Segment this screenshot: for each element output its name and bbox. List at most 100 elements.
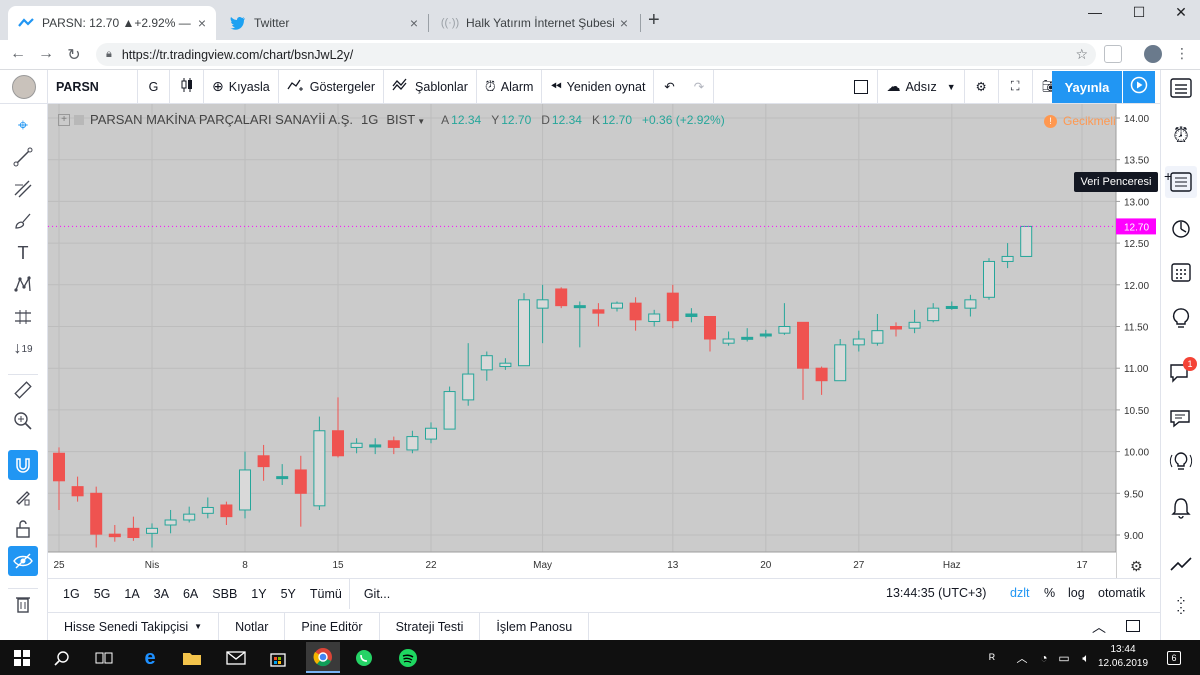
pattern-tool-icon[interactable] [8, 270, 38, 300]
delayed-data-notice[interactable]: ! Gecikmeli [1044, 114, 1116, 128]
tab-notes[interactable]: Notlar [219, 612, 286, 641]
candle-body[interactable] [53, 452, 65, 482]
candle-body[interactable] [518, 299, 530, 367]
dots-grid-icon[interactable]: ⁘ ⁘ [1175, 593, 1187, 619]
templates-button[interactable]: Şablonlar [384, 69, 477, 104]
goto-date-button[interactable]: Git... [363, 586, 391, 601]
close-tab-icon[interactable]: × [409, 15, 418, 31]
trash-icon[interactable] [8, 588, 38, 618]
whatsapp-icon[interactable] [350, 644, 378, 672]
people-icon[interactable]: ᴿ [989, 650, 995, 666]
zoom-in-icon[interactable] [8, 406, 38, 436]
candle-body[interactable] [890, 326, 902, 330]
close-tab-icon[interactable]: × [197, 15, 206, 31]
text-tool-icon[interactable]: T [17, 242, 29, 263]
symbol-search-button[interactable]: PARSN [48, 69, 138, 104]
notification-bell-icon[interactable] [1165, 492, 1197, 524]
browser-menu-icon[interactable]: ⋮ [1175, 45, 1189, 61]
adjust-toggle[interactable]: dzlt [1010, 586, 1030, 600]
candle-body[interactable] [573, 305, 586, 309]
candle-body[interactable] [425, 427, 437, 440]
candle-body[interactable] [71, 486, 84, 497]
chart-style-button[interactable] [170, 69, 204, 104]
candle-body[interactable] [443, 391, 456, 430]
candle-body[interactable] [852, 338, 865, 346]
trend-line-tool-icon[interactable] [8, 142, 38, 172]
icon-tool-icon[interactable]: ↓ 1 9 [13, 340, 33, 357]
candle-body[interactable] [555, 288, 568, 307]
watchlist-icon[interactable] [1165, 72, 1197, 104]
candle-body[interactable] [629, 302, 642, 321]
publish-button[interactable]: Yayınla [1052, 71, 1122, 103]
tray-chevron-up-icon[interactable]: ︿ [1016, 653, 1028, 665]
signal-bulb-icon[interactable] [1165, 446, 1197, 478]
user-avatar[interactable] [0, 69, 48, 104]
candle-body[interactable] [704, 315, 716, 340]
ruler-tool-icon[interactable] [8, 374, 38, 404]
close-tab-icon[interactable]: × [619, 15, 628, 31]
candle-body[interactable] [499, 362, 512, 368]
search-icon[interactable] [48, 644, 76, 672]
candle-body[interactable] [666, 292, 679, 322]
stay-drawing-icon[interactable] [8, 482, 38, 512]
windows-start-icon[interactable] [8, 644, 36, 672]
hide-drawings-icon[interactable] [8, 546, 38, 576]
log-toggle[interactable]: log [1068, 586, 1085, 600]
candle-body[interactable] [239, 469, 251, 511]
candle-body[interactable] [945, 305, 958, 309]
candle-body[interactable] [183, 513, 196, 521]
close-window-icon[interactable]: ✕ [1175, 4, 1187, 20]
back-arrow-icon[interactable]: ← [10, 45, 26, 62]
candle-body[interactable] [741, 336, 754, 340]
layout-select-button[interactable] [844, 69, 879, 104]
candle-body[interactable] [1020, 225, 1033, 257]
magnet-icon[interactable] [8, 450, 38, 480]
maximize-panel-icon[interactable] [1126, 620, 1140, 632]
lock-drawings-icon[interactable] [8, 514, 38, 544]
candle-body[interactable] [127, 527, 140, 539]
period-button-6[interactable]: 1Y [251, 586, 267, 601]
reload-icon[interactable]: ↻ [67, 47, 81, 64]
last-price-badge[interactable] [1116, 218, 1156, 235]
period-button-0[interactable]: 1G [63, 586, 80, 601]
volume-icon[interactable]: 🔈︎ [1082, 650, 1090, 665]
trending-chart-icon[interactable] [1165, 548, 1197, 580]
prediction-tool-icon[interactable] [8, 302, 38, 332]
tab-pine-editor[interactable]: Pine Editör [285, 612, 380, 641]
candle-body[interactable] [332, 430, 344, 457]
settings-button[interactable]: ⚙︎ [965, 69, 999, 104]
bookmark-star-icon[interactable]: ☆ [1075, 46, 1088, 62]
candle-body[interactable] [350, 442, 363, 448]
store-icon[interactable] [264, 644, 292, 672]
tab-tradingview[interactable]: PARSN: 12.70 ▲+2.92% — Adsız × [8, 6, 216, 40]
new-tab-button[interactable]: + [648, 9, 660, 31]
candle-body[interactable] [406, 436, 419, 451]
minimize-window-icon[interactable]: — [1088, 4, 1102, 20]
candle-body[interactable] [685, 313, 698, 317]
candle-body[interactable] [927, 307, 940, 322]
mail-icon[interactable] [222, 644, 250, 672]
candle-body[interactable] [815, 367, 828, 382]
data-window-icon[interactable] [1165, 166, 1197, 198]
candle-body[interactable] [387, 440, 400, 448]
tab-twitter[interactable]: Twitter × [220, 6, 428, 40]
period-button-8[interactable]: Tümü [309, 586, 342, 601]
collapse-panel-icon[interactable]: ︿ [1092, 619, 1106, 635]
interval-button[interactable]: G [138, 69, 170, 104]
alerts-clock-icon[interactable]: ⏰︎ [1173, 124, 1189, 147]
candlestick-chart[interactable]: 14.00 13.50 13.00 12.50 12.00 11.50 11.00 10.50… [48, 104, 1160, 578]
candle-body[interactable] [257, 455, 270, 468]
candle-body[interactable] [1001, 255, 1014, 262]
private-chat-icon[interactable] [1165, 402, 1197, 434]
alert-button[interactable]: ⏰︎ Alarm [477, 69, 543, 104]
candle-body[interactable] [797, 321, 809, 369]
chrome-icon[interactable] [306, 642, 340, 673]
candle-body[interactable] [276, 476, 289, 480]
clock-time[interactable]: 13:44:35 (UTC+3) [886, 586, 987, 600]
tab-halk-yatirim[interactable]: ((·)) Halk Yatırım İnternet Şubesi × [432, 6, 638, 40]
candle-body[interactable] [294, 469, 307, 494]
candle-body[interactable] [648, 313, 661, 322]
indicators-button[interactable]: Göstergeler [279, 69, 385, 104]
plot-background[interactable] [48, 104, 1116, 552]
crosshair-tool-icon[interactable]: ⌖ [17, 114, 29, 135]
